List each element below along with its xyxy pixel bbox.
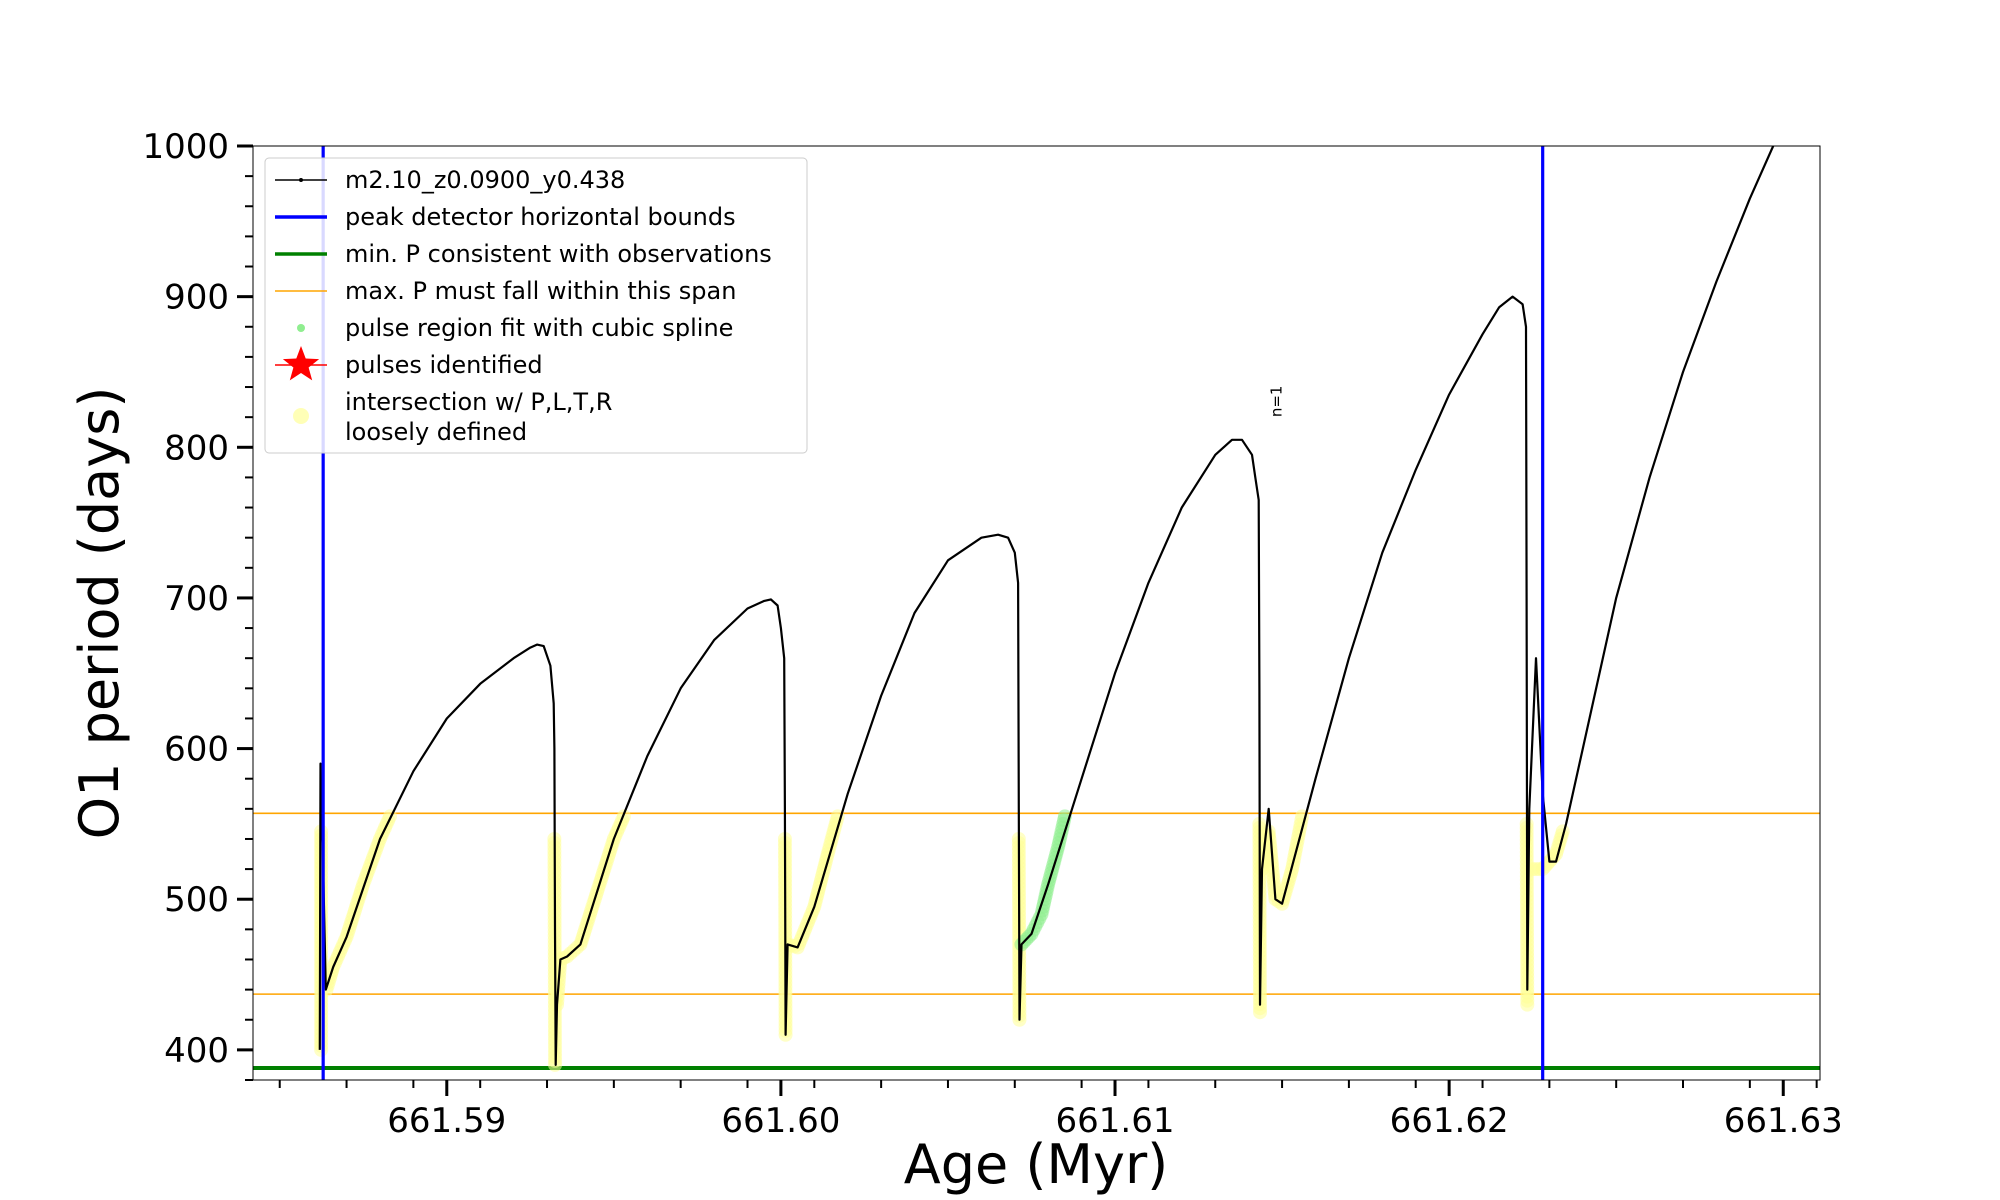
pulse-marker-0-7-end — [1253, 1005, 1268, 1020]
y-tick-label-4: 800 — [164, 428, 229, 468]
y-tick-label-2: 600 — [164, 730, 229, 770]
legend-handle-4 — [297, 324, 305, 332]
legend-handle-series-marker — [299, 178, 303, 182]
y-tick-label-6: 1000 — [142, 127, 229, 167]
x-tick-label-3: 661.62 — [1390, 1101, 1509, 1141]
y-tick-label-3: 700 — [164, 579, 229, 619]
x-axis-label: Age (Myr) — [904, 1133, 1169, 1196]
legend-label-3: max. P must fall within this span — [345, 277, 736, 305]
legend-label-0: m2.10_z0.0900_y0.438 — [345, 166, 625, 194]
y-axis-label: O1 period (days) — [68, 387, 131, 840]
legend-label-5: pulses identified — [345, 351, 543, 379]
legend-label-6-line2: loosely defined — [345, 418, 527, 446]
x-tick-label-0: 661.59 — [387, 1101, 506, 1141]
legend-label-1: peak detector horizontal bounds — [345, 203, 736, 231]
y-tick-label-0: 400 — [164, 1031, 229, 1071]
legend-label-4: pulse region fit with cubic spline — [345, 314, 733, 342]
legend-handle-star — [282, 346, 320, 381]
y-tick-label-5: 900 — [164, 278, 229, 318]
legend-label-2: min. P consistent with observations — [345, 240, 772, 268]
legend-handle-6 — [293, 408, 309, 424]
period-series-line — [318, 146, 1775, 1066]
pulse-marker-0-0-end — [314, 1042, 329, 1057]
legend-box — [264, 157, 808, 454]
x-tick-label-1: 661.60 — [721, 1101, 840, 1141]
x-tick-label-2: 661.61 — [1056, 1101, 1175, 1141]
y-tick-label-1: 500 — [164, 880, 229, 920]
x-tick-label-4: 661.63 — [1724, 1101, 1843, 1141]
annotation-n1: n=1 — [1267, 386, 1285, 418]
plot-frame — [252, 145, 1821, 1081]
pulse-marker-0-9-end — [1520, 997, 1535, 1012]
legend-label-6: intersection w/ P,L,T,R — [345, 388, 612, 416]
pulse-marker-0-10-end — [1555, 824, 1570, 839]
